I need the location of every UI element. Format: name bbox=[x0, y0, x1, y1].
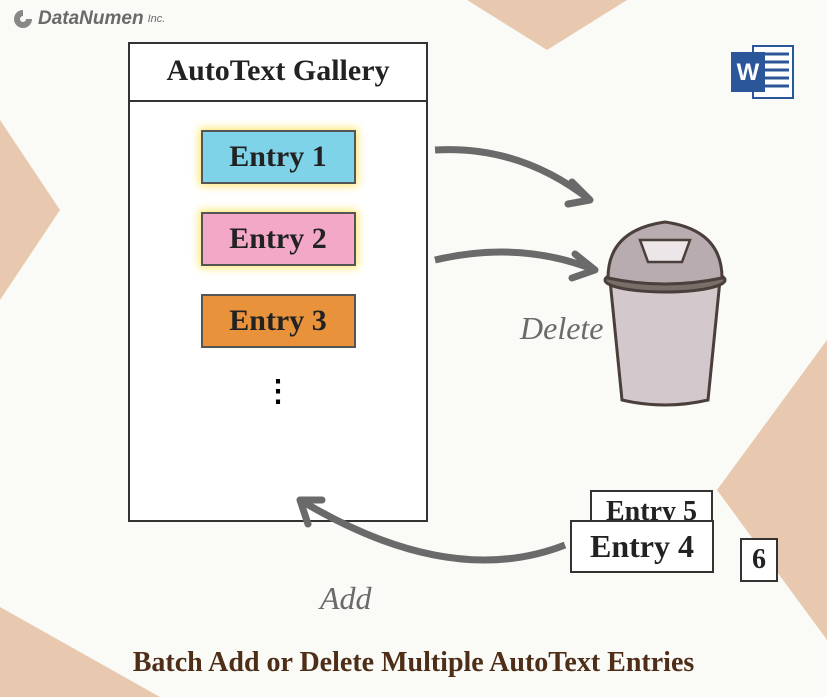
trash-icon bbox=[590, 210, 740, 410]
gallery-title: AutoText Gallery bbox=[130, 44, 426, 102]
delete-label: Delete bbox=[520, 310, 604, 347]
autotext-gallery: AutoText Gallery Entry 1 Entry 2 Entry 3… bbox=[128, 42, 428, 522]
logo-text: DataNumen bbox=[38, 8, 144, 30]
incoming-entries: Entry 5 6 Entry 4 bbox=[570, 490, 790, 600]
entry-item: Entry 1 bbox=[201, 130, 356, 184]
entry-list: Entry 1 Entry 2 Entry 3 ⋮ bbox=[130, 102, 426, 399]
logo-mark-icon bbox=[12, 8, 34, 30]
logo-suffix: Inc. bbox=[148, 13, 166, 25]
entry-item: Entry 2 bbox=[201, 212, 356, 266]
add-label: Add bbox=[320, 580, 372, 617]
incoming-entry: 6 bbox=[740, 538, 778, 582]
incoming-entry: Entry 4 bbox=[570, 520, 714, 573]
caption: Batch Add or Delete Multiple AutoText En… bbox=[0, 647, 827, 679]
brand-logo: DataNumen Inc. bbox=[12, 8, 165, 30]
word-app-icon: W bbox=[729, 42, 797, 102]
svg-text:W: W bbox=[737, 59, 760, 86]
bg-accent bbox=[0, 120, 60, 300]
entry-item: Entry 3 bbox=[201, 294, 356, 348]
bg-accent bbox=[467, 0, 627, 50]
ellipsis-icon: ⋮ bbox=[263, 384, 293, 399]
